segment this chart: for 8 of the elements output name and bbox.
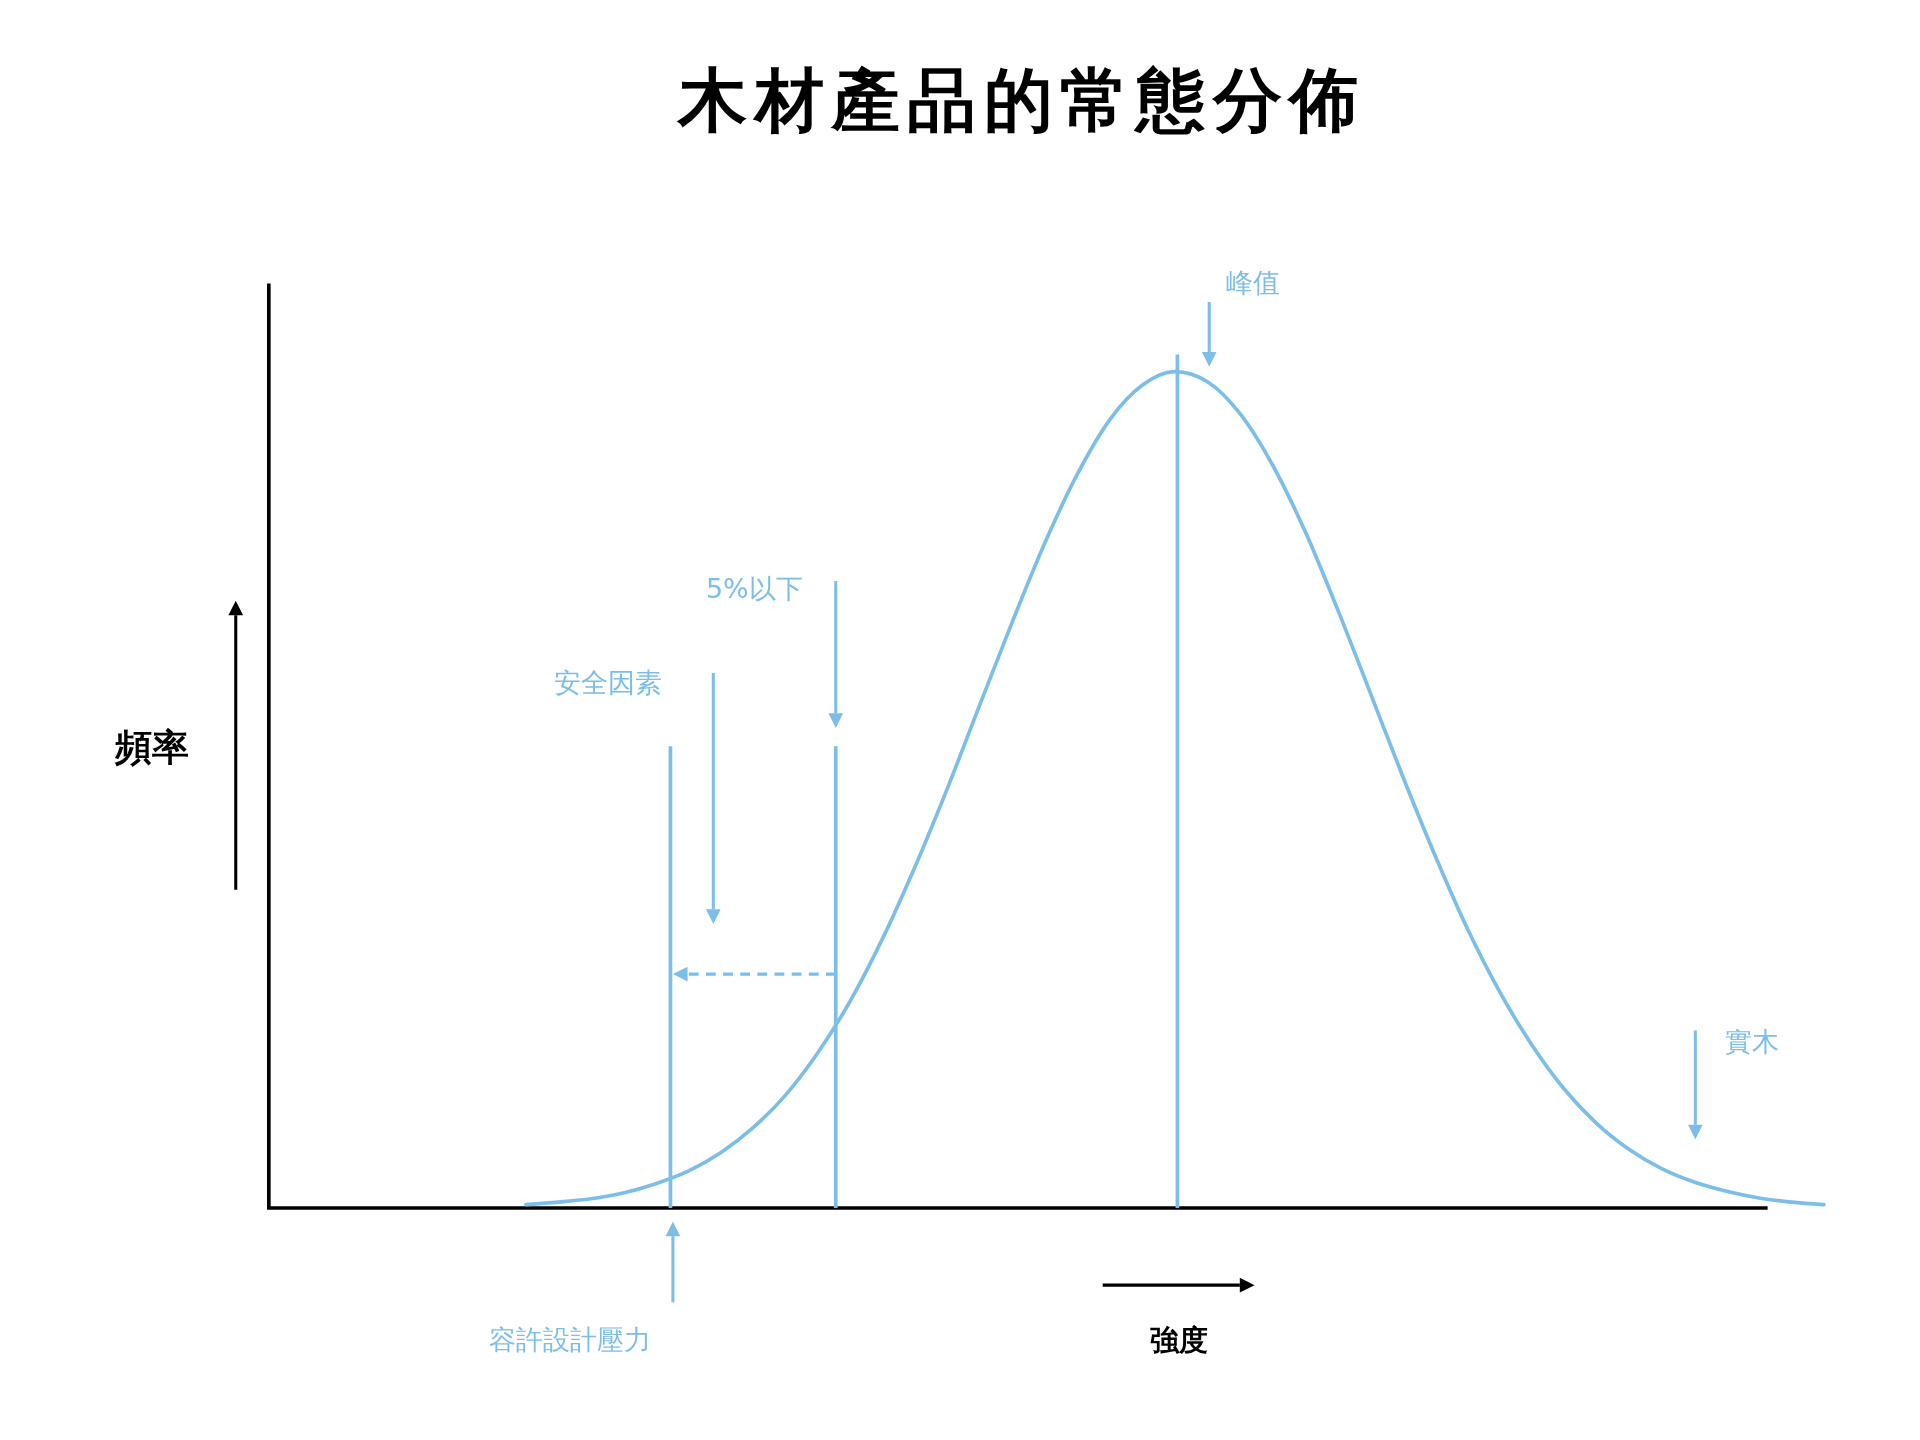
x-axis-title: 強度 (1149, 1323, 1208, 1358)
annotation: 安全因素 (554, 667, 663, 699)
chart-title: 木材產品的常態分佈 (676, 60, 1366, 141)
annotation: 5%以下 (705, 573, 803, 605)
annotation: 實木 (1724, 1026, 1779, 1058)
text: 頻率 (114, 725, 190, 769)
text: 容許設計壓力 (489, 1323, 652, 1355)
text: 峰值 (1226, 267, 1281, 299)
